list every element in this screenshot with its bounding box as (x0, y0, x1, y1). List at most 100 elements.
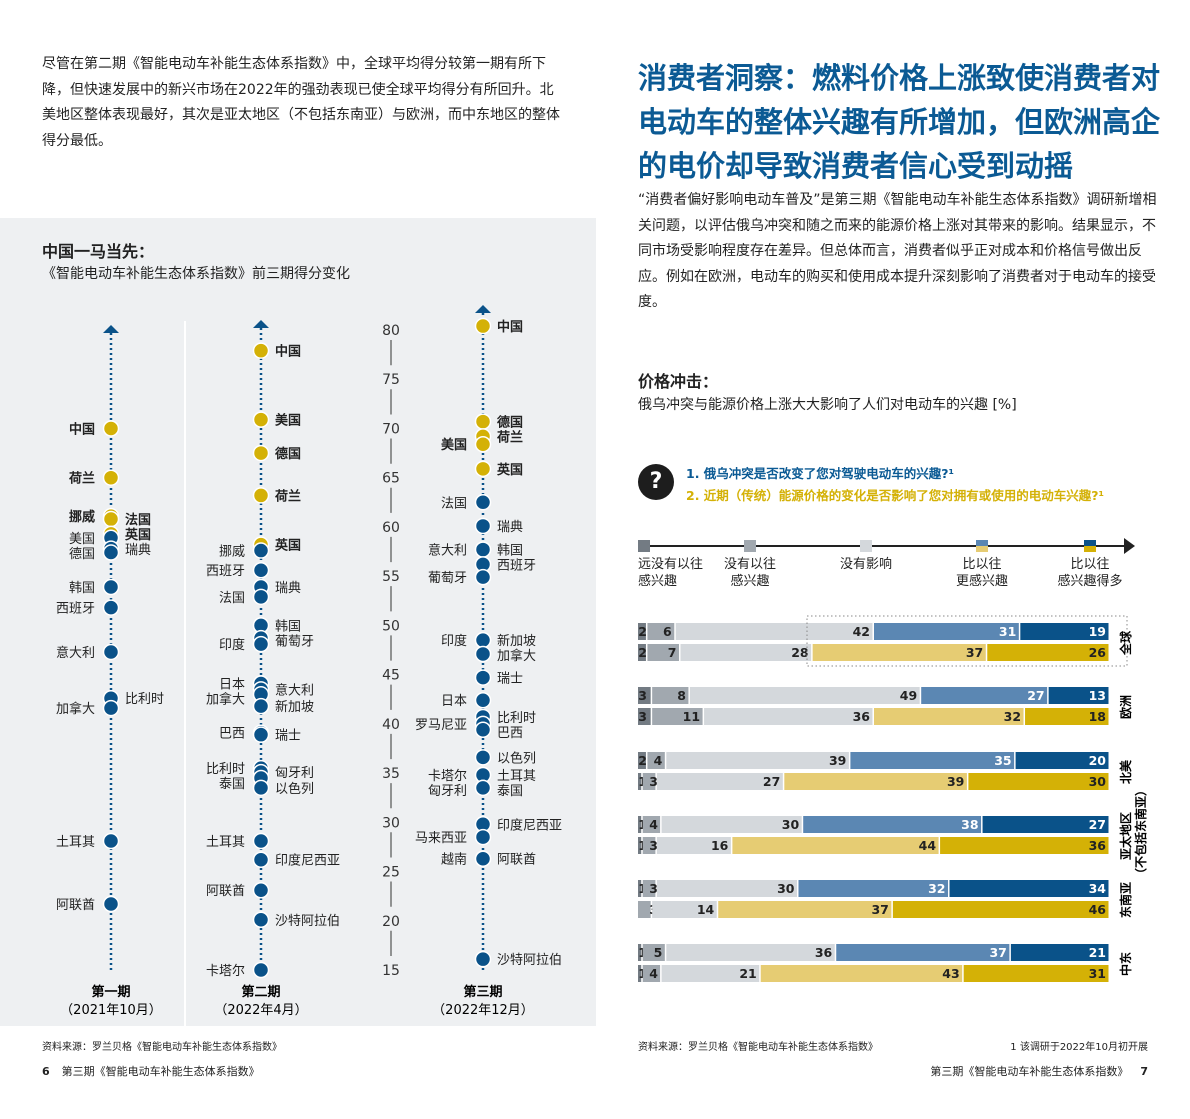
bar-segment (921, 687, 1048, 704)
country-label: 瑞典 (497, 520, 523, 535)
bar-segment (642, 944, 665, 961)
bar-segment (642, 837, 656, 854)
region-label: 东南亚 (1118, 882, 1133, 918)
country-dot (102, 420, 120, 437)
country-label: 德国 (497, 415, 523, 431)
country-dot (252, 832, 270, 850)
legend-label: 感兴趣得多 (1057, 573, 1122, 589)
bar-segment (798, 880, 949, 897)
axis-tick-label: 55 (382, 569, 400, 585)
axis-tick-label: 50 (382, 618, 400, 634)
country-label: 西班牙 (206, 564, 245, 579)
country-dot (252, 588, 270, 606)
country-label: 泰国 (497, 784, 523, 799)
bar-value: 2 (638, 645, 647, 660)
legend-label: 没有以往 (724, 557, 776, 572)
bar-segment (638, 687, 651, 704)
bar-value: 18 (1089, 709, 1106, 724)
bar-value: 4 (649, 817, 658, 832)
country-label: 德国 (69, 547, 95, 562)
country-dot (102, 469, 120, 486)
country-dot (474, 828, 492, 846)
country-label: 荷兰 (274, 488, 301, 504)
bar-segment (652, 901, 717, 918)
country-label: 匈牙利 (275, 766, 314, 781)
bar-value: 39 (829, 753, 846, 768)
bar-value: 11 (683, 709, 700, 724)
legend-swatch (976, 546, 988, 552)
bar-segment (638, 708, 651, 725)
country-label: 阿联酋 (56, 897, 95, 913)
country-dot (474, 631, 492, 649)
country-label: 阿联酋 (497, 852, 536, 868)
bar-value: 31 (999, 624, 1016, 639)
country-label: 加拿大 (56, 701, 95, 717)
question-1: 1. 俄乌冲突是否改变了您对驾驶电动车的兴趣?¹ (686, 466, 955, 481)
bar-value: 3 (638, 709, 647, 724)
country-label: 罗马尼亚 (415, 718, 467, 733)
bar-segment (642, 816, 661, 833)
question-2: 2. 近期（传统）能源价格的变化是否影响了您对拥有或使用的电动车兴趣?¹ (686, 488, 1105, 503)
bar-value: 21 (1089, 945, 1106, 960)
page-footer-right: 第三期《智能电动车补能生态体系指数》 7 (930, 1063, 1148, 1079)
bar-segment (892, 901, 1109, 918)
bar-value: 43 (942, 966, 959, 981)
country-dot (252, 487, 270, 504)
country-label: 卡塔尔 (428, 769, 467, 784)
arrow-up-icon (103, 325, 119, 333)
axis-tick-label: 45 (382, 668, 400, 684)
country-label: 中国 (275, 344, 301, 360)
bar-segment (987, 644, 1109, 661)
country-label: 印度 (219, 637, 245, 653)
bar-segment (638, 880, 642, 897)
arrow-up-icon (475, 305, 491, 313)
country-label: 挪威 (69, 509, 95, 525)
country-label: 马来西亚 (415, 831, 467, 846)
axis-tick-label: 70 (382, 421, 400, 437)
country-dot (252, 961, 270, 979)
country-label: 巴西 (219, 727, 245, 742)
bar-value: 30 (777, 881, 795, 896)
country-label: 瑞士 (497, 672, 523, 687)
bar-value: 21 (739, 966, 756, 981)
country-dot (474, 721, 492, 739)
bar-segment (638, 944, 642, 961)
country-label: 西班牙 (56, 602, 95, 617)
axis-tick-label: 75 (382, 372, 400, 388)
bar-segment (1025, 708, 1109, 725)
bar-segment (968, 773, 1109, 790)
period-name: 第二期 (241, 984, 280, 1000)
country-label: 比利时 (497, 711, 536, 726)
country-dot (252, 542, 270, 559)
region-label: 欧洲 (1118, 695, 1133, 719)
source-left: 资料来源：罗兰贝格《智能电动车补能生态体系指数》 (42, 1042, 282, 1053)
region-label: 亚太地区 (1118, 812, 1133, 860)
region-label: 中东 (1118, 952, 1133, 976)
country-label: 法国 (219, 591, 245, 606)
country-label: 加拿大 (497, 648, 536, 664)
bar-segment (874, 623, 1019, 640)
bar-value: 1 (638, 838, 647, 853)
axis-tick-label: 35 (382, 766, 400, 782)
country-dot (474, 435, 492, 453)
axis-tick-label: 25 (382, 865, 400, 881)
bar-segment (642, 880, 656, 897)
page-number: 6 (42, 1065, 50, 1078)
bar-value: 1 (638, 774, 647, 789)
left-chart-subtitle: 《智能电动车补能生态体系指数》前三期得分变化 (42, 266, 350, 282)
country-dot (474, 779, 492, 797)
legend-swatch (1084, 540, 1096, 546)
country-dot (474, 691, 492, 709)
bar-value: 5 (654, 945, 663, 960)
country-label: 美国 (275, 413, 301, 429)
axis-tick-label: 60 (382, 520, 400, 536)
country-label: 日本 (219, 677, 245, 692)
country-dot (252, 561, 270, 579)
country-dot (102, 832, 120, 850)
bar-segment (647, 752, 665, 769)
bar-value: 2 (638, 624, 647, 639)
bar-value: 1 (638, 945, 647, 960)
bar-value: 35 (994, 753, 1011, 768)
period-name: 第三期 (463, 984, 502, 1000)
page-number: 7 (1140, 1065, 1148, 1078)
